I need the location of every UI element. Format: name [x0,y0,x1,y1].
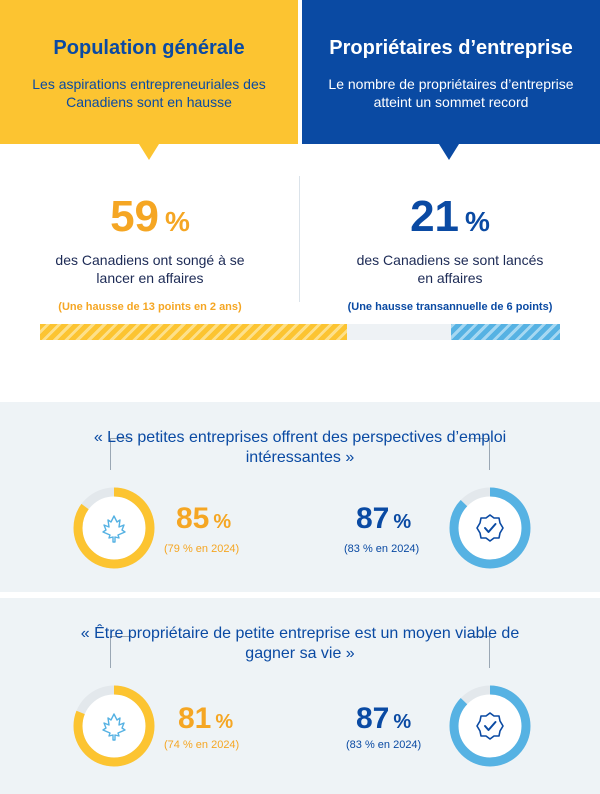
stat-owners-value: 21% [300,192,600,247]
check-badge-icon [476,514,504,542]
panel-employment-prospects: « Les petites entreprises offrent des pe… [0,402,600,592]
stat-number: 81 [178,702,212,735]
ring-chart-general [73,487,155,569]
quote-bracket-right [468,636,490,668]
check-badge-icon [476,712,504,740]
stat-general-note: (Une hausse de 13 points en 2 ans) [58,301,242,313]
panel-quote: « Être propriétaire de petite entreprise… [80,625,520,662]
stat-owners-description: des Canadiens se sont lancés en affaires [356,252,544,286]
panel-quote: « Les petites entreprises offrent des pe… [93,429,507,466]
header-general-population: Population générale Les aspirations entr… [0,0,298,144]
stat-general-previous: (74 % en 2024) [164,739,240,751]
comparison-bar [40,324,560,340]
stat-number: 85 [176,502,210,535]
header-pointer-right [439,144,459,160]
stat-unit: % [215,711,234,733]
ring-chart-owners [449,487,531,569]
comparison-bar-owners-fill [450,324,560,340]
quote-bracket-left [110,438,132,470]
ring-arc [449,685,531,767]
header-business-owners: Propriétaires d’entreprise Le nombre de … [302,0,600,144]
header-subtitle-owners: Le nombre de propriétaires d’entreprise … [328,76,574,110]
header-title-general: Population générale [53,37,245,59]
stat-general-previous: (79 % en 2024) [164,543,240,555]
maple-leaf-icon [102,713,126,741]
stat-owners-agree: 87% [356,502,411,539]
stat-general-value: 59% [0,192,300,247]
stat-owners-previous: (83 % en 2024) [344,543,420,555]
stat-number: 87 [356,502,390,535]
quote-bracket-left [110,636,132,668]
ring-arc [73,487,155,569]
stat-owners: 21% des Canadiens se sont lancés en affa… [300,192,600,313]
stat-owners-previous: (83 % en 2024) [346,739,422,751]
stat-owners-note: (Une hausse transannuelle de 6 points) [347,301,553,313]
ring-arc [73,685,155,767]
stat-owners-number: 21 [410,192,460,241]
stat-unit: % [213,511,232,533]
stat-unit: % [393,711,412,733]
comparison-bar-general-fill [40,324,347,340]
maple-leaf-icon [102,515,126,543]
ring-chart-general [73,685,155,767]
stat-owners-agree: 87% [356,702,411,739]
stat-general: 59% des Canadiens ont songé à se lancer … [0,192,300,313]
stat-general-unit: % [165,206,190,237]
stat-general-description: des Canadiens ont songé à se lancer en a… [55,252,245,286]
stat-general-number: 59 [110,192,160,241]
stat-owners-unit: % [465,206,490,237]
stat-number: 87 [356,702,390,735]
quote-bracket-right [468,438,490,470]
header-subtitle-general: Les aspirations entrepreneuriales des Ca… [32,76,266,110]
stat-general-agree: 81% [178,702,233,739]
ring-chart-owners [449,685,531,767]
header-title-owners: Propriétaires d’entreprise [329,37,573,59]
ring-arc [449,487,531,569]
header-pointer-left [139,144,159,160]
stat-unit: % [393,511,412,533]
stats-divider [299,176,300,302]
stat-general-agree: 85% [176,502,231,539]
panel-viable-living: « Être propriétaire de petite entreprise… [0,598,600,794]
